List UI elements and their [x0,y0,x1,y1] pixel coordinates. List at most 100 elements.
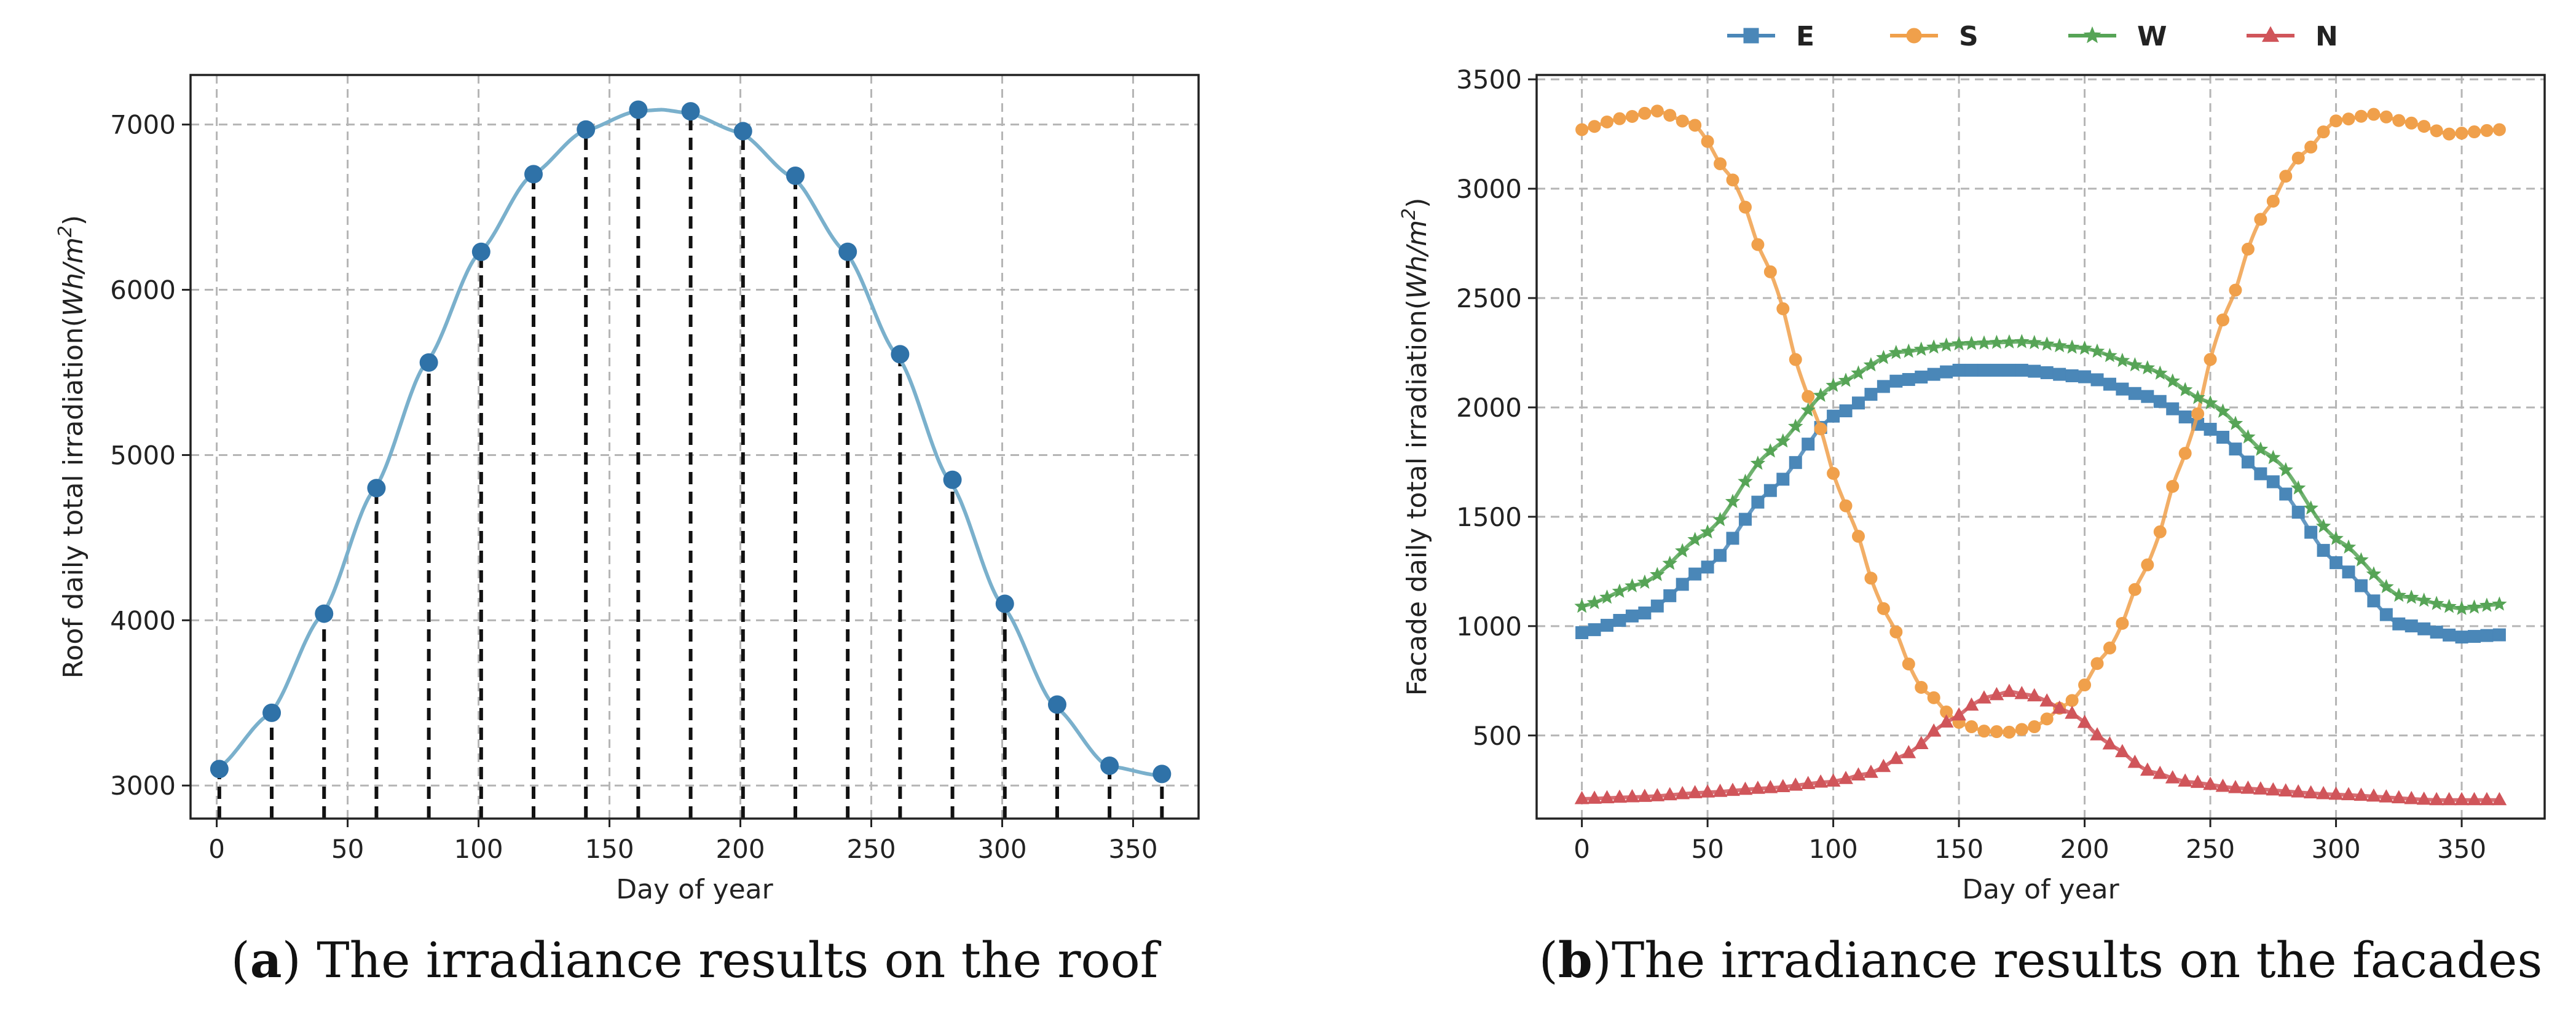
panel-b-marker-W [1700,524,1715,539]
panel-b-marker-N [1738,781,1753,795]
panel-b-marker-W [2027,334,2042,350]
panel-b-marker-E [2455,631,2468,644]
panel-b-marker-S [1738,200,1752,214]
panel-a-caption: (a) The irradiance results on the roof [231,931,1162,989]
panel-b-marker-S [2178,447,2192,460]
panel-b-marker-E [1902,373,1915,387]
panel-b-marker-S [1839,499,1853,513]
panel-b-marker-S [1588,120,1601,133]
panel-b-marker-W [2127,357,2143,372]
panel-b-marker-E [1601,618,1614,632]
panel-b-marker-W [1712,511,1728,527]
panel-b-marker-S [1701,135,1714,148]
panel-a-data-point [1152,764,1172,784]
panel-b-marker-W [2039,336,2055,351]
panel-b-marker-S [2291,151,2305,165]
panel-b-marker-N [1939,714,1954,728]
panel-b-marker-E [2241,455,2255,469]
panel-b-y-tick-label: 1500 [1456,502,1522,532]
panel-b-marker-E [1952,363,1966,377]
panel-a-x-tick-label: 200 [715,834,765,864]
panel-b-facade-chart: 0 50 100 150 200 250 300 350 500100015002000250… [1398,21,2546,989]
panel-b-marker-S [1776,302,1790,315]
panel-b-x-tick-label: 250 [2186,834,2235,864]
panel-b-marker-E [1714,549,1727,562]
panel-b-marker-N [1913,736,1929,749]
panel-b-marker-S [1927,691,1940,704]
panel-b-y-label-main: Facade daily total irradiation( [1401,299,1433,696]
panel-b-marker-E [2003,363,2016,377]
legend-item-N: N [2247,21,2338,52]
panel-b-marker-N [2014,686,2030,699]
panel-b-marker-S [2317,125,2330,139]
panel-a-data-point [629,100,648,119]
panel-b-marker-S [2191,407,2205,420]
panel-b-marker-S [2116,616,2129,630]
panel-b-marker-N [1926,723,1942,737]
panel-b-marker-W [1951,336,1967,351]
panel-b-marker-N [1587,790,1602,804]
panel-b-marker-S [1902,658,1915,671]
panel-a-y-tick-label: 6000 [110,275,176,305]
panel-b-marker-W [2467,599,2482,614]
panel-b-marker-W [1738,473,1753,489]
panel-b-marker-W [2479,597,2495,612]
panel-b-grid [1537,75,2545,819]
panel-a-x-tick-label: 0 [208,834,225,864]
panel-b-marker-S [2216,313,2230,327]
panel-b-marker-S [2266,194,2280,208]
panel-b-marker-E [2266,475,2280,489]
panel-b-marker-E [2330,556,2343,570]
panel-a-data-point [262,703,282,722]
panel-b-marker-W [2001,334,2017,349]
panel-b-x-tick-label: 350 [2437,834,2486,864]
panel-b-marker-W [2366,566,2382,581]
panel-b-marker-E [2467,630,2481,643]
panel-b-marker-N [1826,773,1841,787]
panel-b-marker-N [1599,790,1615,804]
panel-b-marker-S [1650,104,1664,118]
panel-a-points [210,100,1172,784]
panel-b-marker-N [1650,788,1665,801]
panel-b-marker-N [2416,791,2432,805]
panel-a-data-point [471,242,490,261]
panel-a-x-tick-label: 350 [1108,834,1157,864]
panel-b-marker-E [2078,370,2092,383]
panel-a-y-tick-label: 5000 [110,440,176,470]
panel-a-data-point [210,760,229,779]
panel-b-marker-E [1763,484,1777,497]
panel-b-marker-W [2278,462,2293,477]
panel-b-marker-E [2028,364,2041,378]
panel-b-marker-S [2028,720,2041,734]
panel-b-series-N [1574,683,2507,806]
panel-b-marker-S [2065,694,2079,707]
panel-b-marker-N [2353,787,2369,801]
panel-b-marker-S [1613,112,1626,125]
panel-b-y-axis-label: Facade daily total irradiation(Wh/m2) [1398,198,1433,696]
panel-b-marker-E [2166,402,2180,415]
panel-b-marker-W [1976,335,1992,350]
panel-b-marker-W [1637,574,1653,589]
legend-marker-W [2083,26,2101,44]
panel-b-marker-N [1788,777,1803,791]
panel-b-marker-N [2341,787,2356,801]
legend-item-E: E [1727,21,1814,52]
panel-b-marker-W [2077,340,2092,355]
panel-b-marker-N [2479,792,2494,806]
legend-label-S: S [1959,21,1979,52]
panel-b-marker-W [1788,419,1803,433]
panel-b-marker-E [1738,513,1752,526]
panel-b-marker-S [2455,127,2468,140]
panel-b-y-tick-label: 2000 [1456,393,1522,423]
panel-b-marker-E [1802,438,1815,451]
panel-b-marker-W [1876,350,1891,364]
panel-a-caption-text: The irradiance results on the roof [301,932,1162,989]
panel-b-marker-N [1838,771,1853,784]
panel-b-marker-W [1662,556,1677,570]
panel-b-marker-N [1637,788,1652,802]
panel-b-marker-E [2015,363,2028,377]
panel-b-marker-E [1864,388,1878,401]
panel-b-marker-S [1789,353,1802,366]
panel-b-marker-N [2391,790,2406,804]
